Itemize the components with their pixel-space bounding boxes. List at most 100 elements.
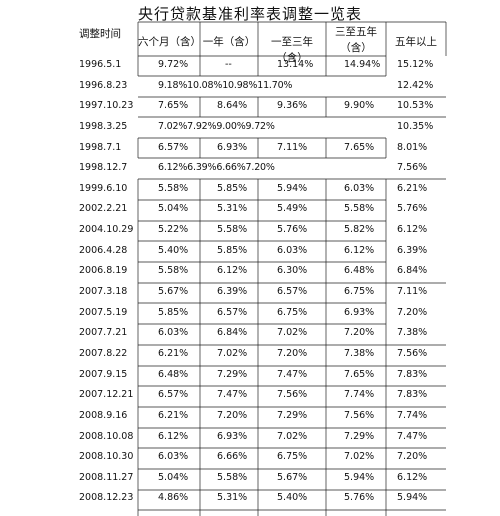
- rate-one-year: 6.39%: [217, 286, 248, 298]
- rate-one-to-three-years: 5.40%: [277, 492, 308, 504]
- rate-one-year: 7.02%: [217, 347, 248, 359]
- rate-three-to-five-years: 7.65%: [344, 141, 375, 153]
- rate-three-to-five-years: 7.38%: [344, 347, 375, 359]
- table-row: 2008.12.23 4.86% 5.31% 5.40% 5.76% 5.94%: [0, 488, 500, 509]
- rate-five-years-plus: 15.12%: [397, 59, 434, 70]
- rate-six-months: 5.40%: [158, 244, 189, 256]
- rate-five-years-plus: 7.74%: [397, 409, 428, 421]
- rate-three-to-five-years: 7.74%: [344, 389, 375, 401]
- rate-three-to-five-years: 7.29%: [344, 430, 375, 442]
- rate-one-year: --: [225, 59, 232, 70]
- rate-three-to-five-years: 6.75%: [344, 286, 375, 298]
- rate-one-year: 7.29%: [217, 368, 248, 380]
- header-one-year: 一年（含）: [202, 36, 256, 48]
- header-one-to-three-years: 一至三年（含）: [271, 36, 313, 64]
- rate-one-year: 7.20%: [217, 409, 248, 421]
- rate-five-years-plus: 7.38%: [397, 327, 428, 339]
- header-six-months: 六个月（含）: [138, 36, 201, 48]
- table-row: 2006.4.28 5.40% 5.85% 6.03% 6.12% 6.39%: [0, 241, 500, 262]
- row-date: 1997.10.23: [79, 100, 134, 112]
- rate-one-to-three-years: 7.47%: [277, 368, 308, 380]
- rate-one-year: 5.85%: [217, 244, 248, 256]
- row-date: 2007.5.19: [79, 306, 128, 318]
- rate-one-to-three-years: 9.36%: [277, 100, 308, 112]
- table-row: 2007.8.22 6.21% 7.02% 7.20% 7.38% 7.56%: [0, 344, 500, 365]
- rate-six-months: 5.58%: [158, 265, 189, 277]
- row-date: 2006.8.19: [79, 265, 128, 277]
- rate-one-to-three-years: 13.14%: [277, 59, 314, 70]
- table-row: 2008.11.27 5.04% 5.58% 5.67% 5.94% 6.12%: [0, 468, 500, 489]
- rate-five-years-plus: 5.76%: [397, 203, 428, 215]
- rate-one-year: 7.47%: [217, 389, 248, 401]
- table-row: 1996.8.23 9.18%10.08%10.98%11.70% 12.42%: [0, 76, 500, 97]
- rate-six-months: 6.57%: [158, 141, 189, 153]
- rate-six-months: 6.57%: [158, 389, 189, 401]
- row-date: 2008.11.27: [79, 471, 134, 483]
- rate-five-years-plus: 6.12%: [397, 224, 428, 236]
- rate-three-to-five-years: 5.58%: [344, 203, 375, 215]
- table-row: 2007.3.18 5.67% 6.39% 6.57% 6.75% 7.11%: [0, 282, 500, 303]
- row-date: 1996.8.23: [79, 79, 128, 91]
- rate-one-year: 5.58%: [217, 471, 248, 483]
- rate-one-to-three-years: 5.94%: [277, 182, 308, 194]
- table-row: 1998.7.1 6.57% 6.93% 7.11% 7.65% 8.01%: [0, 138, 500, 159]
- rate-one-to-three-years: 5.76%: [277, 224, 308, 236]
- rate-three-to-five-years: 14.94%: [344, 59, 381, 70]
- rate-one-to-three-years: 5.49%: [277, 203, 308, 215]
- rate-five-years-plus: 6.39%: [397, 244, 428, 256]
- rate-table: 1996.5.1 9.72% -- 13.14% 14.94% 15.12% 1996.8.…: [0, 55, 500, 509]
- row-date: 2004.10.29: [79, 224, 134, 236]
- header-three-to-five-line2: （含）: [340, 42, 372, 54]
- rate-six-months: 6.12%: [158, 430, 189, 442]
- rate-one-year: 5.31%: [217, 492, 248, 504]
- row-date: 2007.9.15: [79, 368, 128, 380]
- header-three-to-five-line1: 三至五年: [335, 26, 377, 38]
- rate-five-years-plus: 7.83%: [397, 368, 428, 380]
- rate-three-to-five-years: 7.20%: [344, 327, 375, 339]
- rate-six-months: 5.04%: [158, 471, 189, 483]
- table-row: 2008.10.08 6.12% 6.93% 7.02% 7.29% 7.47%: [0, 427, 500, 448]
- row-date: 1999.6.10: [79, 182, 128, 194]
- rate-one-year: 5.85%: [217, 182, 248, 194]
- rate-six-months: 5.22%: [158, 224, 189, 236]
- rate-five-years-plus: 6.21%: [397, 182, 428, 194]
- row-date: 2002.2.21: [79, 203, 128, 215]
- rate-one-year: 5.58%: [217, 224, 248, 236]
- rate-one-to-three-years: 6.57%: [277, 286, 308, 298]
- rate-six-months: 7.65%: [158, 100, 189, 112]
- row-date: 2007.8.22: [79, 347, 128, 359]
- rate-six-months: 6.21%: [158, 409, 189, 421]
- rate-five-years-plus: 7.11%: [397, 286, 428, 298]
- rate-three-to-five-years: 7.65%: [344, 368, 375, 380]
- rate-three-to-five-years: 7.02%: [344, 451, 375, 463]
- row-date: 1998.12.7: [79, 162, 128, 174]
- rate-one-year: 6.93%: [217, 141, 248, 153]
- table-row: 2007.7.21 6.03% 6.84% 7.02% 7.20% 7.38%: [0, 323, 500, 344]
- page-title: 央行贷款基准利率表调整一览表: [137, 5, 362, 23]
- rate-one-to-three-years: 7.11%: [277, 141, 308, 153]
- table-row: 2007.9.15 6.48% 7.29% 7.47% 7.65% 7.83%: [0, 365, 500, 386]
- header-three-to-five-years: 三至五年 （含）: [326, 24, 386, 56]
- rate-five-years-plus: 7.83%: [397, 389, 428, 401]
- rate-one-to-three-years: 5.67%: [277, 471, 308, 483]
- rate-five-years-plus: 6.84%: [397, 265, 428, 277]
- rate-three-to-five-years: 5.94%: [344, 471, 375, 483]
- header-five-years-plus: 五年以上: [395, 36, 437, 48]
- rate-six-months: 5.85%: [158, 306, 189, 318]
- rate-five-years-plus: 7.56%: [397, 347, 428, 359]
- rate-five-years-plus: 7.20%: [397, 306, 428, 318]
- row-date: 2007.7.21: [79, 327, 128, 339]
- rate-one-to-three-years: 6.03%: [277, 244, 308, 256]
- table-row: 1997.10.23 7.65% 8.64% 9.36% 9.90% 10.53%: [0, 96, 500, 117]
- rate-three-to-five-years: 5.76%: [344, 492, 375, 504]
- rate-three-to-five-years: 6.93%: [344, 306, 375, 318]
- rate-one-to-three-years: 6.75%: [277, 306, 308, 318]
- rate-one-year: 6.93%: [217, 430, 248, 442]
- rate-six-months: 6.21%: [158, 347, 189, 359]
- row-date: 2008.10.08: [79, 430, 134, 442]
- rate-six-months: 5.67%: [158, 286, 189, 298]
- row-date: 2008.10.30: [79, 451, 134, 463]
- table-row: 1998.3.25 7.02%7.92%9.00%9.72% 10.35%: [0, 117, 500, 138]
- row-rates-merged: 9.18%10.08%10.98%11.70%: [158, 79, 293, 91]
- rate-three-to-five-years: 9.90%: [344, 100, 375, 112]
